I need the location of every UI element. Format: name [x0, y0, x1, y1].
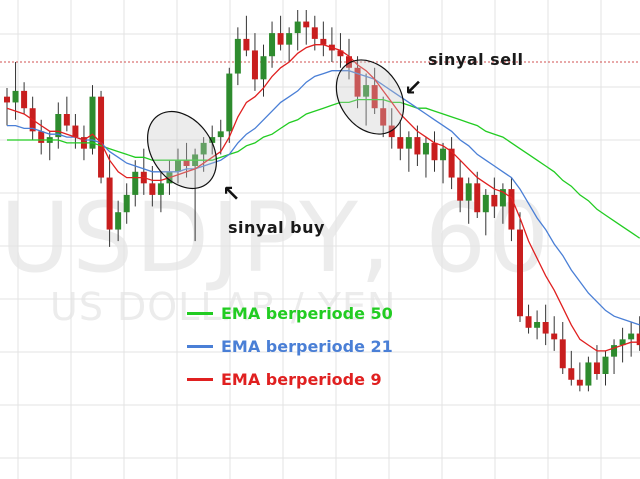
candle-bullish	[115, 212, 122, 230]
candle-bullish	[89, 96, 96, 149]
candle-bullish	[422, 142, 429, 155]
candle-bearish	[311, 27, 318, 39]
candle-bearish	[63, 114, 70, 126]
candle-bullish	[132, 171, 139, 195]
candle-bearish	[106, 177, 113, 230]
candle-bearish	[277, 33, 284, 45]
candle-bearish	[542, 322, 549, 334]
candle-bearish	[414, 137, 421, 155]
candle-bullish	[123, 194, 130, 213]
legend-item-ema21: EMA berperiode 21	[187, 335, 393, 357]
candle-bullish	[12, 90, 19, 103]
buy-arrow-icon: ↖	[222, 182, 241, 207]
candle-bullish	[628, 333, 635, 340]
candle-bullish	[209, 137, 216, 143]
sell-signal-label: sinyal sell	[428, 50, 524, 69]
legend-label-ema50: EMA berperiode 50	[221, 303, 393, 323]
candle-bullish	[200, 142, 207, 155]
candle-bearish	[576, 379, 583, 386]
candle-bullish	[234, 38, 241, 74]
candle-bearish	[21, 90, 28, 109]
candle-bearish	[320, 38, 327, 45]
candle-bullish	[286, 33, 293, 45]
ema9-line	[6, 44, 640, 352]
candle-bullish	[440, 148, 447, 161]
candle-bearish	[491, 194, 498, 207]
candle-bearish	[636, 333, 640, 346]
candle-bearish	[551, 333, 558, 340]
candle-bearish	[380, 108, 387, 126]
candle-bearish	[72, 125, 79, 138]
candle-bullish	[260, 56, 267, 80]
candle-bearish	[525, 316, 532, 328]
buy-signal-ellipse	[146, 110, 218, 190]
candle-bullish	[363, 85, 370, 97]
candle-bullish	[611, 345, 618, 357]
legend-swatch-ema9	[187, 377, 213, 381]
candle-bearish	[98, 96, 105, 178]
candle-bearish	[517, 229, 523, 317]
candle-bearish	[149, 183, 156, 195]
candle-bullish	[175, 160, 181, 172]
candle-bearish	[388, 125, 395, 138]
legend-swatch-ema21	[187, 344, 213, 348]
candle-bearish	[448, 148, 455, 178]
candle-bullish	[405, 137, 412, 149]
candle-bearish	[568, 368, 575, 380]
candle-bearish	[397, 137, 404, 149]
candle-bearish	[559, 339, 566, 369]
legend-item-ema9: EMA berperiode 9	[187, 368, 382, 390]
candle-bullish	[619, 339, 626, 346]
candle-bearish	[183, 160, 190, 166]
candle-bullish	[157, 183, 164, 195]
candle-bearish	[4, 96, 10, 103]
sell-arrow-icon: ↙	[404, 76, 423, 101]
candle-bearish	[346, 56, 352, 68]
candle-bearish	[251, 50, 258, 80]
watermark-pair-name: US DOLLAR / YEN	[50, 285, 397, 329]
ema21-line	[7, 70, 640, 326]
candle-bullish	[602, 356, 609, 374]
candle-bullish	[482, 194, 489, 213]
candle-bullish	[294, 21, 301, 34]
legend-item-ema50: EMA berperiode 50	[187, 302, 393, 324]
legend-swatch-ema50	[187, 311, 213, 315]
candle-bullish	[217, 131, 224, 138]
candle-bearish	[303, 21, 310, 28]
legend-label-ema9: EMA berperiode 9	[221, 369, 382, 389]
candle-bearish	[38, 131, 45, 143]
candle-bearish	[593, 362, 600, 374]
candle-bearish	[457, 177, 464, 201]
candle-bullish	[585, 362, 592, 386]
candle-bullish	[55, 114, 62, 138]
candle-bullish	[499, 189, 506, 207]
legend-label-ema21: EMA berperiode 21	[221, 336, 393, 356]
candle-bearish	[354, 67, 361, 97]
ema50-line	[7, 98, 640, 239]
candle-bearish	[337, 50, 344, 57]
candle-bearish	[508, 189, 515, 230]
candle-bearish	[431, 142, 438, 161]
sell-signal-ellipse	[335, 59, 405, 135]
candle-bearish	[371, 85, 378, 109]
buy-signal-label: sinyal buy	[228, 218, 325, 237]
candle-bullish	[269, 33, 276, 57]
candle-bearish	[243, 38, 250, 51]
candle-bearish	[474, 183, 481, 213]
candle-bullish	[534, 322, 541, 328]
candle-bullish	[465, 183, 472, 201]
candle-bullish	[226, 73, 233, 132]
